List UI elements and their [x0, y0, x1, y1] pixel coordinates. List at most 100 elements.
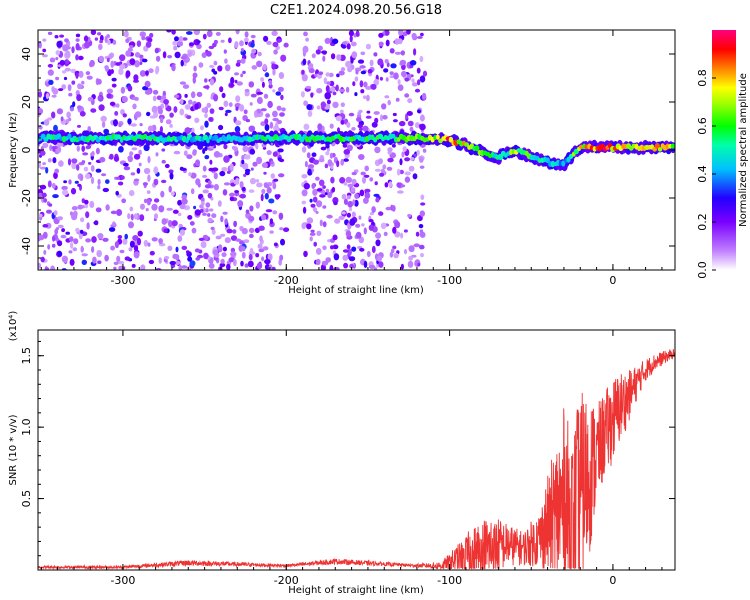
speckle	[95, 207, 102, 213]
speckle	[202, 33, 207, 40]
speckle	[217, 65, 223, 72]
speckle	[364, 188, 371, 193]
speckle	[223, 100, 229, 107]
speckle	[223, 49, 227, 54]
speckle	[117, 235, 123, 239]
speckle	[230, 76, 235, 85]
speckle	[309, 232, 316, 237]
speckle	[46, 209, 52, 214]
speckle	[410, 156, 415, 161]
speckle	[99, 39, 103, 44]
speckle	[193, 30, 200, 36]
speckle	[116, 209, 123, 216]
speckle	[127, 213, 131, 220]
speckle	[60, 234, 67, 239]
speckle	[224, 218, 228, 226]
speckle	[168, 220, 173, 228]
speckle	[98, 43, 103, 51]
speckle	[173, 150, 181, 155]
speckle	[249, 233, 254, 239]
speckle	[233, 146, 239, 152]
speckle	[90, 30, 97, 36]
speckle	[133, 178, 140, 182]
speckle	[202, 165, 207, 172]
speckle	[265, 113, 270, 118]
speckle	[272, 110, 278, 118]
speckle	[111, 83, 117, 88]
speckle	[198, 237, 205, 241]
speckle	[368, 219, 374, 223]
speckle	[69, 242, 74, 249]
speckle	[351, 246, 357, 252]
speckle	[251, 65, 258, 70]
speckle	[323, 77, 328, 85]
speckle	[162, 51, 167, 59]
speckle	[256, 91, 264, 95]
speckle	[330, 245, 334, 250]
speckle	[379, 114, 384, 122]
speckle	[363, 197, 369, 204]
speckle	[364, 192, 371, 200]
speckle	[267, 100, 273, 109]
speckle	[208, 167, 215, 172]
speckle	[397, 190, 404, 194]
speckle	[192, 76, 196, 84]
speckle	[248, 125, 256, 132]
speckle	[311, 183, 316, 189]
speckle	[351, 211, 356, 218]
ridge-point	[566, 156, 571, 163]
ridge-point	[117, 134, 121, 140]
speckle	[77, 204, 83, 210]
speckle	[411, 82, 418, 87]
speckle	[333, 253, 340, 261]
speckle	[113, 266, 117, 270]
speckle	[357, 124, 363, 128]
speckle	[324, 37, 331, 45]
speckle	[329, 152, 333, 159]
speckle	[279, 112, 285, 117]
speckle	[146, 190, 151, 195]
speckle	[205, 202, 211, 208]
speckle	[91, 150, 95, 157]
spectrogram-y-ticks: -40 -20 0 20 40	[20, 29, 675, 271]
x-tick-label: -300	[110, 274, 135, 287]
speckle	[176, 40, 184, 47]
ridge-point	[464, 142, 470, 147]
speckle	[272, 210, 278, 215]
speckle	[345, 230, 352, 237]
speckle	[71, 162, 77, 170]
ridge-point	[670, 143, 675, 149]
speckle	[345, 60, 352, 68]
speckle	[362, 125, 369, 132]
speckle	[98, 55, 105, 63]
speckle	[190, 91, 196, 99]
speckle	[336, 54, 342, 61]
speckle	[174, 51, 181, 59]
speckle	[130, 123, 137, 127]
speckle	[393, 72, 399, 80]
speckle	[84, 199, 89, 205]
speckle	[59, 59, 65, 66]
speckle	[416, 36, 423, 39]
speckle	[70, 187, 77, 195]
speckle	[201, 200, 205, 206]
speckle	[127, 85, 133, 92]
speckle	[234, 41, 239, 49]
ridge-point	[394, 136, 398, 143]
speckle	[77, 183, 81, 187]
speckle	[235, 62, 241, 67]
speckle	[71, 46, 75, 54]
speckle	[272, 41, 279, 48]
speckle	[277, 38, 282, 43]
speckle	[327, 159, 333, 166]
speckle	[141, 36, 146, 41]
speckle	[366, 110, 371, 114]
speckle	[120, 175, 125, 180]
speckle	[366, 250, 371, 258]
speckle	[208, 117, 213, 122]
speckle	[128, 247, 133, 252]
speckle	[269, 121, 274, 129]
speckle	[218, 244, 223, 250]
speckle	[363, 81, 368, 88]
